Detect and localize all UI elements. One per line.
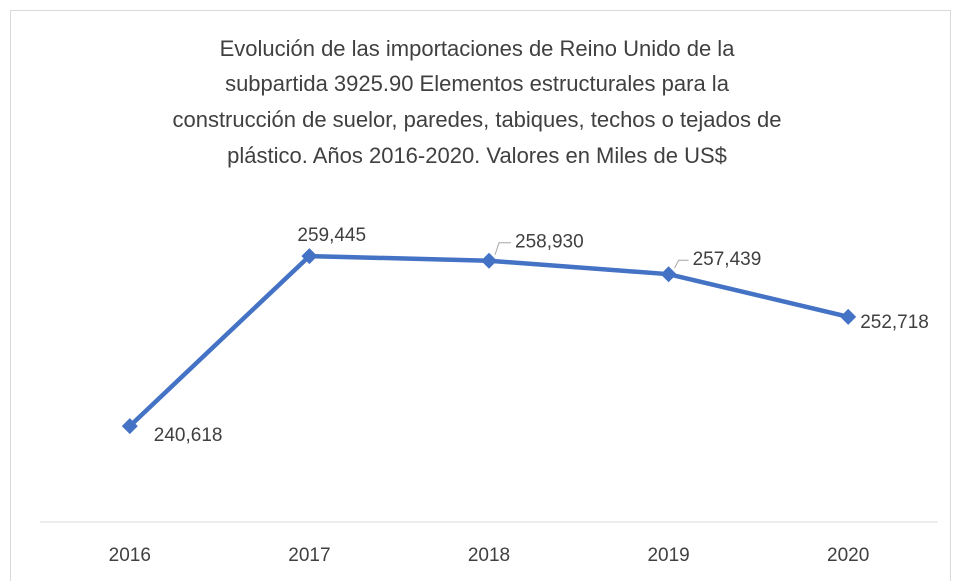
- chart-border: [10, 10, 951, 581]
- marker: [481, 252, 497, 269]
- data-label: 258,930: [515, 232, 584, 253]
- x-tick-label: 2016: [109, 545, 151, 566]
- leader-line: [674, 259, 689, 269]
- marker: [301, 248, 318, 265]
- chart-title: subpartida 3925.90 Elementos estructural…: [225, 71, 730, 96]
- x-tick-label: 2017: [288, 545, 330, 566]
- data-label: 240,618: [154, 425, 223, 446]
- x-tick-label: 2018: [468, 545, 510, 566]
- chart-title: construcción de suelor, paredes, tabique…: [172, 107, 781, 132]
- x-tick-label: 2020: [827, 545, 869, 566]
- chart-title: Evolución de las importaciones de Reino …: [220, 36, 736, 61]
- data-label: 257,439: [693, 249, 762, 270]
- marker: [660, 266, 677, 283]
- marker: [121, 418, 138, 435]
- data-label: 252,718: [860, 312, 929, 333]
- leader-line: [494, 242, 511, 255]
- marker: [840, 308, 857, 325]
- data-label: 259,445: [297, 225, 366, 246]
- chart-title: plástico. Años 2016-2020. Valores en Mil…: [227, 143, 727, 168]
- x-tick-label: 2019: [647, 545, 689, 566]
